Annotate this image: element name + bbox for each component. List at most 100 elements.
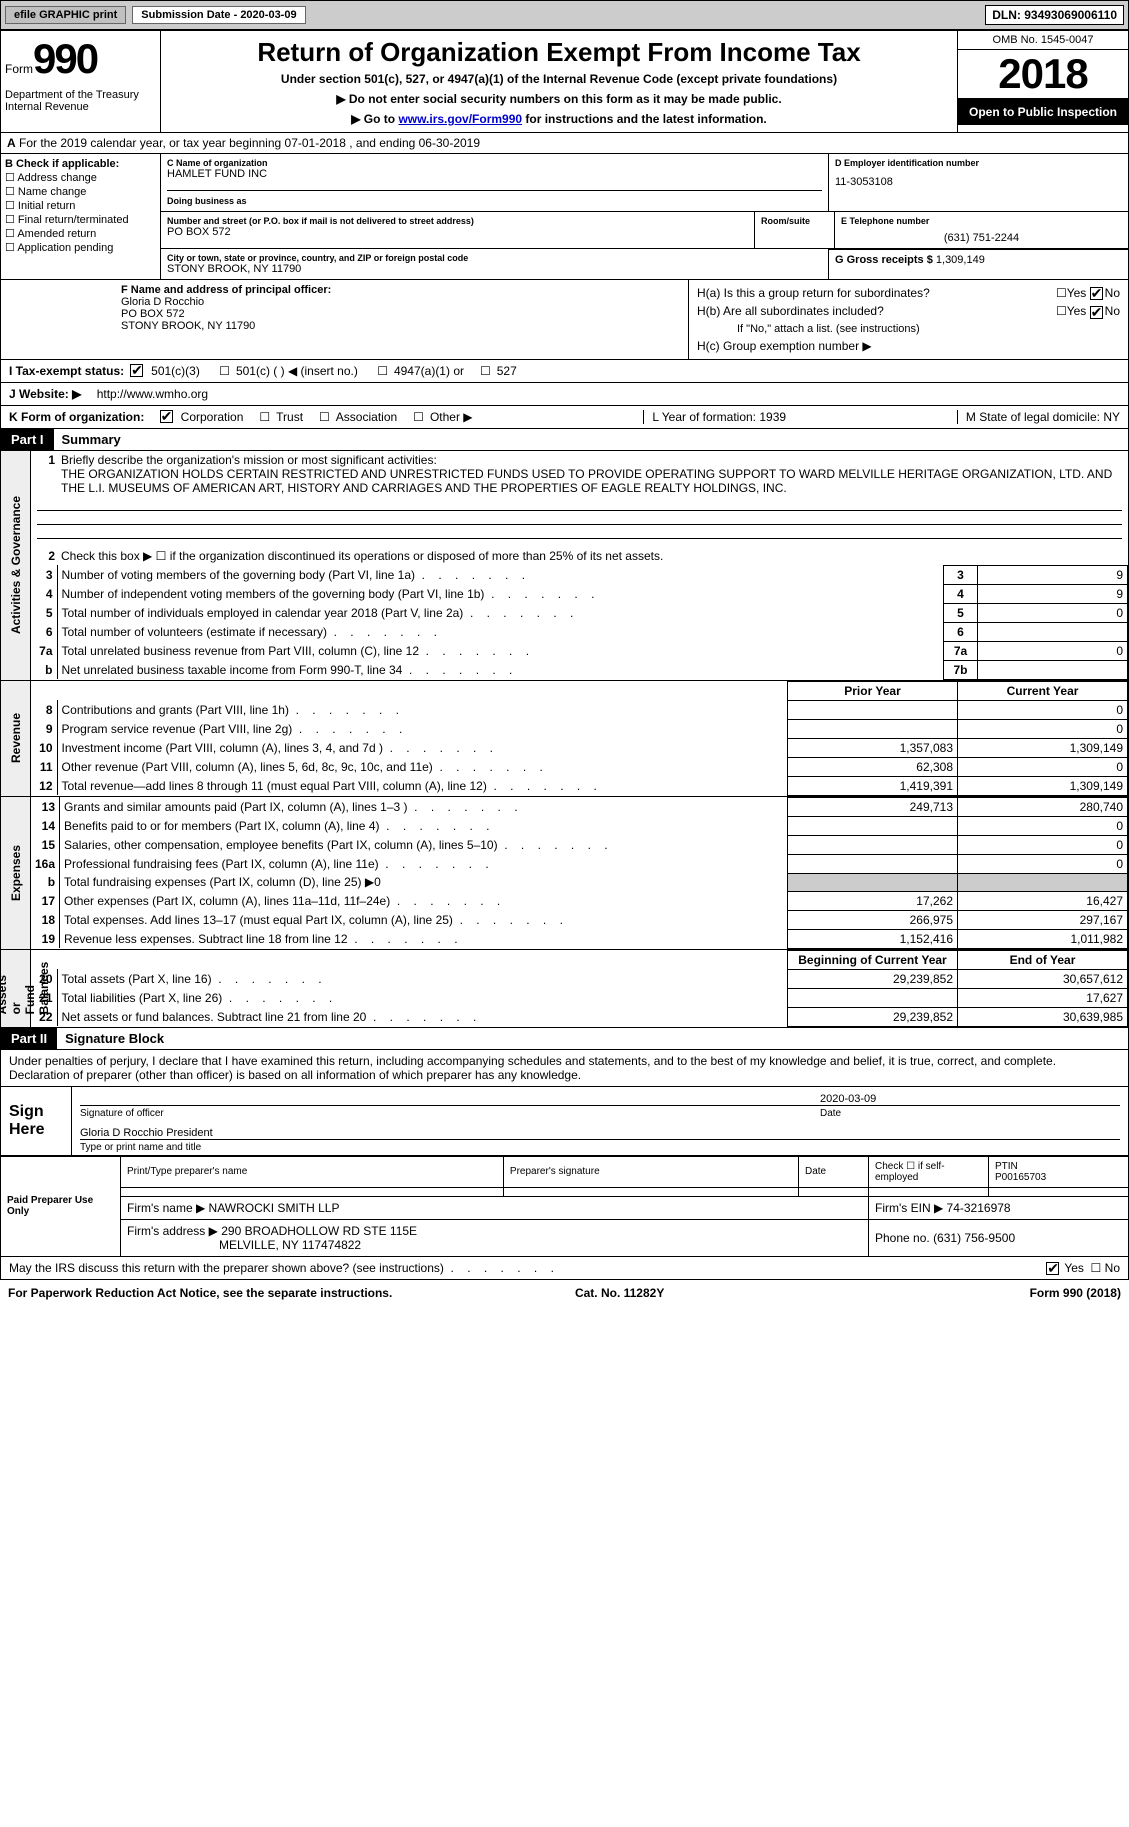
chk-corp[interactable]: [160, 410, 173, 423]
firm-addr2: MELVILLE, NY 117474822: [127, 1238, 361, 1252]
part1-title: Summary: [54, 429, 129, 450]
firm-ein-lbl: Firm's EIN ▶: [875, 1201, 943, 1215]
note-pre: ▶ Go to: [351, 112, 398, 126]
line-k-lbl: K Form of organization:: [9, 410, 144, 424]
governance-table: 3Number of voting members of the governi…: [31, 565, 1128, 680]
opt-501c3: 501(c)(3): [151, 364, 200, 378]
note-ssn: ▶ Do not enter social security numbers o…: [169, 92, 949, 106]
firm-ein: 74-3216978: [947, 1201, 1011, 1215]
prep-h2: Preparer's signature: [503, 1156, 798, 1187]
opt-other: Other ▶: [430, 410, 473, 424]
chk-amended-return[interactable]: ☐ Amended return: [5, 227, 156, 240]
prep-h4: Check ☐ if self-employed: [869, 1156, 989, 1187]
expenses-section: Expenses 13Grants and similar amounts pa…: [0, 797, 1129, 950]
ha-no-check: [1090, 287, 1103, 300]
declaration-text: Under penalties of perjury, I declare th…: [0, 1050, 1129, 1087]
sig-officer-lbl: Signature of officer: [80, 1106, 820, 1119]
org-name: HAMLET FUND INC: [167, 168, 822, 180]
hb-no-check: [1090, 306, 1103, 319]
submission-btn[interactable]: Submission Date - 2020-03-09: [132, 6, 305, 24]
ein-value: 11-3053108: [835, 168, 1122, 188]
box-b-label: B Check if applicable:: [5, 158, 119, 170]
officer-h-block: F Name and address of principal officer:…: [0, 280, 1129, 360]
top-toolbar: efile GRAPHIC print Submission Date - 20…: [0, 0, 1129, 30]
officer-name: Gloria D Rocchio: [121, 296, 568, 308]
form-header: Form990 Department of the Treasury Inter…: [0, 30, 1129, 133]
department: Department of the Treasury Internal Reve…: [5, 89, 156, 113]
form-title: Return of Organization Exempt From Incom…: [169, 37, 949, 68]
part1-header: Part I Summary: [0, 429, 1129, 451]
efile-btn[interactable]: efile GRAPHIC print: [5, 6, 126, 24]
firm-addr: 290 BROADHOLLOW RD STE 115E: [221, 1224, 417, 1238]
sig-date-val: 2020-03-09: [820, 1093, 1120, 1105]
opt-corp: Corporation: [181, 410, 244, 424]
line-i-lbl: I Tax-exempt status:: [9, 364, 124, 378]
activities-governance: Activities & Governance 1Briefly describ…: [0, 451, 1129, 681]
phone-lbl: Phone no.: [875, 1231, 930, 1245]
sign-here-block: Sign Here 2020-03-09 Signature of office…: [0, 1087, 1129, 1156]
chk-final-return[interactable]: ☐ Final return/terminated: [5, 213, 156, 226]
box-c-name-lbl: C Name of organization: [167, 158, 822, 168]
open-public: Open to Public Inspection: [958, 99, 1128, 125]
line-a-text: For the 2019 calendar year, or tax year …: [19, 136, 480, 150]
paid-prep-label: Paid Preparer Use Only: [1, 1156, 121, 1256]
chk-initial-return[interactable]: ☐ Initial return: [5, 199, 156, 212]
opt-501c: 501(c) ( ) ◀ (insert no.): [236, 364, 358, 378]
gross-receipts: 1,309,149: [936, 254, 985, 266]
firm-addr-lbl: Firm's address ▶: [127, 1224, 218, 1238]
expenses-table: 13Grants and similar amounts paid (Part …: [31, 797, 1128, 949]
telephone-value: (631) 751-2244: [841, 226, 1122, 244]
hb-note: If "No," attach a list. (see instruction…: [697, 321, 1120, 337]
q2-line: Check this box ▶ ☐ if the organization d…: [61, 549, 1124, 563]
chk-app-pending[interactable]: ☐ Application pending: [5, 241, 156, 254]
opt-527: 527: [497, 364, 517, 378]
side-exp: Expenses: [9, 845, 23, 901]
box-d-lbl: D Employer identification number: [835, 158, 1122, 168]
discuss-text: May the IRS discuss this return with the…: [9, 1261, 554, 1275]
chk-501c3[interactable]: [130, 364, 143, 377]
note-link: ▶ Go to www.irs.gov/Form990 for instruct…: [169, 112, 949, 126]
side-ag: Activities & Governance: [9, 496, 23, 634]
prep-h3: Date: [799, 1156, 869, 1187]
website-value: http://www.wmho.org: [97, 387, 208, 401]
opt-trust: Trust: [276, 410, 303, 424]
box-f-lbl: F Name and address of principal officer:: [121, 284, 331, 296]
ptin-value: P00165703: [995, 1172, 1046, 1183]
officer-addr1: PO BOX 572: [121, 308, 568, 320]
ptin-lbl: PTIN: [995, 1161, 1018, 1172]
irs-link[interactable]: www.irs.gov/Form990: [398, 112, 522, 126]
chk-address-change[interactable]: ☐ Address change: [5, 171, 156, 184]
cat-number: Cat. No. 11282Y: [575, 1286, 664, 1300]
preparer-block: Paid Preparer Use Only Print/Type prepar…: [0, 1156, 1129, 1257]
org-city: STONY BROOK, NY 11790: [167, 263, 822, 275]
sign-here-label: Sign Here: [1, 1087, 71, 1155]
side-rev: Revenue: [9, 713, 23, 763]
firm-name-lbl: Firm's name ▶: [127, 1201, 205, 1215]
form-word: Form: [5, 62, 33, 76]
mission-text: THE ORGANIZATION HOLDS CERTAIN RESTRICTE…: [61, 467, 1112, 495]
line-i: I Tax-exempt status: 501(c)(3) ☐ 501(c) …: [0, 360, 1129, 383]
city-lbl: City or town, state or province, country…: [167, 253, 822, 263]
pra-notice: For Paperwork Reduction Act Notice, see …: [8, 1286, 392, 1300]
line-m: M State of legal domicile: NY: [957, 410, 1120, 424]
q1-label: Briefly describe the organization's miss…: [61, 453, 437, 467]
revenue-section: Revenue Prior YearCurrent Year8Contribut…: [0, 681, 1129, 797]
omb-number: OMB No. 1545-0047: [958, 31, 1128, 50]
part2-badge: Part II: [1, 1028, 57, 1049]
chk-name-change[interactable]: ☐ Name change: [5, 185, 156, 198]
netassets-table: Beginning of Current YearEnd of Year20To…: [31, 950, 1128, 1027]
name-title-lbl: Type or print name and title: [80, 1140, 201, 1153]
opt-4947: 4947(a)(1) or: [394, 364, 464, 378]
box-g-lbl: G Gross receipts $: [835, 254, 933, 266]
dln-display: DLN: 93493069006110: [985, 5, 1124, 25]
form-number: 990: [33, 35, 97, 82]
part1-badge: Part I: [1, 429, 54, 450]
netassets-section: Net Assets or Fund Balances Beginning of…: [0, 950, 1129, 1028]
footer-meta: For Paperwork Reduction Act Notice, see …: [0, 1280, 1129, 1306]
note-post: for instructions and the latest informat…: [522, 112, 767, 126]
footer-form: Form 990 (2018): [1030, 1286, 1121, 1300]
dba-lbl: Doing business as: [167, 196, 247, 206]
org-address: PO BOX 572: [167, 226, 748, 238]
part2-header: Part II Signature Block: [0, 1028, 1129, 1050]
side-net: Net Assets or Fund Balances: [0, 962, 51, 1015]
